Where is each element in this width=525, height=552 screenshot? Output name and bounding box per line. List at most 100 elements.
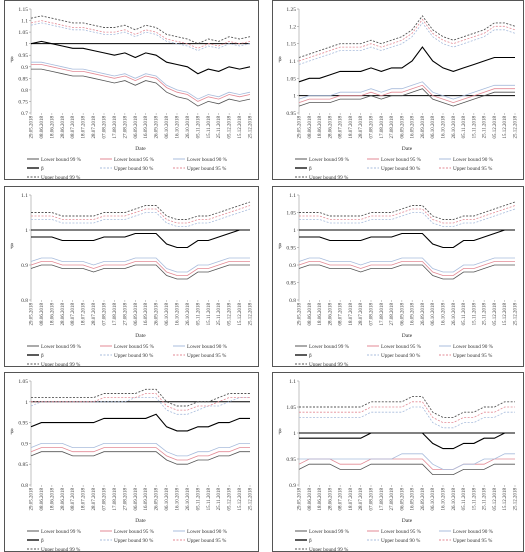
series-line-lower-bound-90	[299, 453, 515, 470]
x-tick-label: 16.10.2018	[442, 303, 447, 326]
legend-label: Lower bound 99 %	[41, 344, 82, 350]
x-tick-label: 08.07.2018	[339, 116, 344, 139]
y-axis-label: β	[10, 429, 13, 435]
x-tick-label: 05.12.2018	[493, 116, 498, 139]
y-tick-label: 0.9	[289, 263, 296, 269]
series-line-upper-bound-99	[299, 201, 516, 220]
x-tick-label: 26.09.2018	[421, 303, 426, 326]
x-tick-label: 06.10.2018	[431, 488, 436, 511]
legend-label: Lower bound 95 %	[381, 344, 422, 350]
x-tick-label: 07.08.2018	[103, 116, 108, 139]
x-tick-label: 08.07.2018	[339, 488, 344, 511]
x-tick-label: 26.09.2018	[421, 116, 426, 139]
x-tick-label: 17.08.2018	[113, 488, 118, 511]
y-tick-label: 0.9	[21, 441, 28, 447]
chart-panel-5: 0.8 0.85 0.9 0.95 1 1.05 β 29.05.2018 08.06.2018…	[4, 372, 259, 552]
series-line-upper-bound-95	[31, 393, 250, 411]
x-tick-label: 18.06.2018	[50, 116, 55, 139]
x-tick-label: 16.09.2018	[411, 488, 416, 511]
y-tick-label: 1	[25, 228, 28, 234]
legend-label: Lower bound 95 %	[381, 157, 422, 163]
legend-label: Lower bound 90 %	[453, 157, 494, 163]
x-tick-label: 05.12.2018	[493, 303, 498, 326]
legend-label: Upper bound 99 %	[41, 362, 81, 366]
legend-label: β	[309, 166, 312, 172]
x-tick-label: 16.09.2018	[411, 116, 416, 139]
x-tick-label: 15.11.2018	[207, 488, 212, 511]
x-tick-label: 17.08.2018	[113, 303, 118, 326]
x-tick-label: 06.10.2018	[431, 116, 436, 139]
line-chart-3: 0.8 0.9 1 1.1 β 29.05.2018 08.06.2018 18.06.201…	[10, 193, 253, 366]
x-tick-label: 25.12.2018	[514, 488, 519, 511]
x-tick-label: 27.08.2018	[123, 116, 128, 139]
y-tick-label: 1	[293, 431, 296, 437]
series-line-lower-bound-99	[298, 264, 515, 280]
series-line-lower-bound-95	[298, 261, 515, 276]
legend-label: Lower bound 90 %	[187, 344, 228, 350]
y-tick-label: 1	[25, 400, 28, 406]
x-axis-label: Date	[135, 518, 146, 524]
x-tick-label: 16.09.2018	[144, 116, 149, 139]
x-tick-label: 07.08.2018	[370, 303, 375, 326]
legend-label: Upper bound 90 %	[114, 166, 154, 172]
legend-label: β	[309, 538, 312, 544]
legend-label: Lower bound 95 %	[114, 529, 155, 535]
x-tick-label: 17.08.2018	[380, 488, 385, 511]
y-tick-label: 0.8	[21, 88, 28, 94]
series-line-beta	[30, 413, 250, 432]
legend-label: Upper bound 99 %	[309, 362, 349, 366]
legend-label: Upper bound 99 %	[41, 547, 81, 551]
series-line-lower-bound-90	[30, 443, 250, 457]
series-line-upper-bound-95	[30, 20, 251, 49]
y-tick-label: 0.8	[21, 483, 28, 489]
x-tick-label: 18.06.2018	[50, 303, 55, 326]
x-tick-label: 28.06.2018	[328, 116, 333, 139]
series-line-lower-bound-90	[298, 81, 515, 100]
x-tick-label: 28.07.2018	[359, 116, 364, 139]
y-tick-label: 1.1	[289, 59, 296, 65]
legend-label: β	[41, 166, 44, 172]
x-tick-label: 06.09.2018	[400, 116, 405, 139]
series-line-beta	[298, 46, 515, 83]
x-tick-label: 26.10.2018	[186, 116, 191, 139]
line-chart-1: 0.7 0.75 0.8 0.85 0.9 0.95 1 1.05 1.1 1.15 β 29.05.…	[10, 7, 253, 179]
x-tick-label: 18.06.2018	[50, 488, 55, 511]
x-tick-label: 18.07.2018	[349, 116, 354, 139]
legend-label: Lower bound 99 %	[309, 529, 350, 535]
x-tick-label: 28.06.2018	[61, 488, 66, 511]
series-line-upper-bound-90	[31, 208, 251, 227]
x-tick-label: 08.06.2018	[40, 488, 45, 511]
y-tick-label: 0.9	[21, 65, 28, 71]
series-line-upper-bound-95	[31, 205, 251, 224]
legend-label: Upper bound 95 %	[187, 353, 227, 359]
x-tick-label: 18.06.2018	[318, 116, 323, 139]
legend-label: Lower bound 99 %	[309, 157, 350, 163]
legend-label: Upper bound 90 %	[114, 538, 154, 544]
y-axis-label: β	[10, 244, 13, 250]
x-tick-label: 06.09.2018	[134, 303, 139, 326]
legend-label: Upper bound 95 %	[453, 166, 493, 172]
x-tick-label: 26.10.2018	[186, 303, 191, 326]
x-tick-label: 07.08.2018	[103, 303, 108, 326]
y-tick-label: 1.15	[18, 7, 28, 13]
y-tick-label: 1.2	[289, 24, 296, 30]
x-tick-label: 25.11.2018	[217, 303, 222, 326]
chart-panel-2: 0.95 1 1.05 1.1 1.15 1.2 1.25 β 29.05.2018 08.06.…	[272, 0, 524, 180]
x-tick-label: 25.11.2018	[217, 116, 222, 139]
x-tick-label: 15.12.2018	[238, 488, 243, 511]
x-tick-label: 29.05.2018	[298, 303, 303, 326]
legend-label: Lower bound 90 %	[453, 344, 494, 350]
x-tick-label: 15.12.2018	[503, 488, 508, 511]
x-tick-label: 08.07.2018	[339, 303, 344, 326]
x-tick-label: 15.12.2018	[503, 116, 508, 139]
x-tick-label: 18.07.2018	[349, 303, 354, 326]
x-tick-label: 07.08.2018	[103, 488, 108, 511]
y-tick-label: 0.95	[286, 457, 296, 463]
x-tick-label: 15.11.2018	[472, 116, 477, 139]
y-tick-label: 1.1	[21, 19, 28, 25]
series-line-lower-bound-99	[30, 451, 250, 465]
legend-label: β	[41, 353, 44, 359]
x-tick-label: 26.09.2018	[155, 116, 160, 139]
legend-label: Lower bound 95 %	[114, 344, 155, 350]
x-tick-label: 29.05.2018	[298, 488, 303, 511]
